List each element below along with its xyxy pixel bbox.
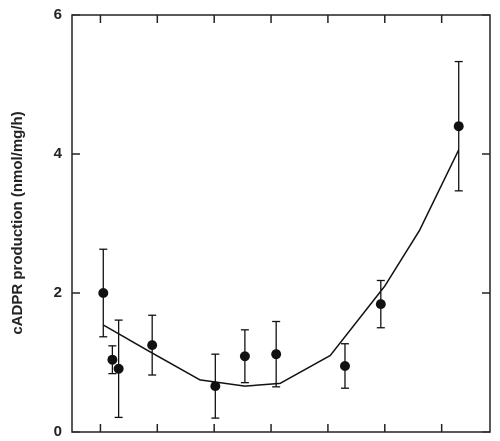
plot-frame <box>71 14 491 433</box>
data-point <box>453 121 464 132</box>
data-point <box>98 288 109 298</box>
data-point <box>147 340 158 351</box>
data-point <box>113 363 124 374</box>
data-point <box>271 349 282 360</box>
data-point <box>339 360 350 371</box>
y-tick-label: 0 <box>54 423 62 440</box>
data-point <box>375 299 386 310</box>
fit-curve <box>102 149 460 387</box>
data-point <box>107 354 118 365</box>
data-point <box>210 381 221 392</box>
y-tick-label: 6 <box>54 6 62 23</box>
data-point <box>239 351 250 362</box>
y-tick-label: 4 <box>54 145 63 162</box>
y-axis-label: cADPR production (nmol/mg/h) <box>9 111 26 334</box>
y-tick-label: 2 <box>54 284 62 301</box>
